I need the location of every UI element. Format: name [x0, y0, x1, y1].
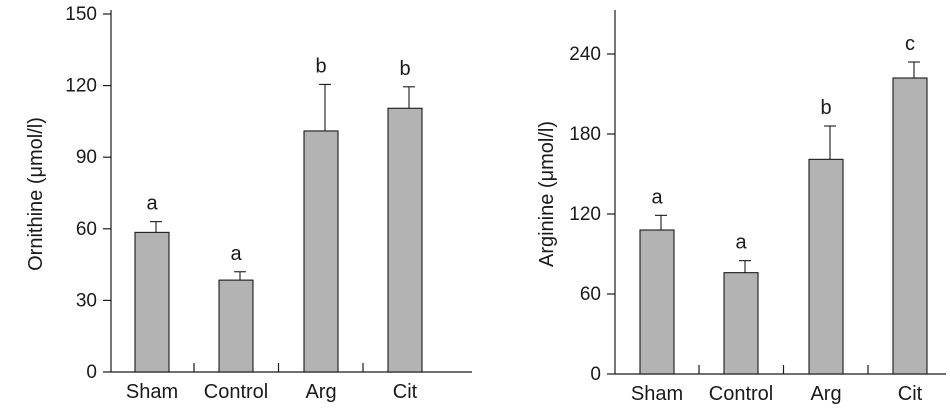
x-category-label: Cit [898, 383, 923, 405]
y-tick-label: 120 [65, 76, 97, 97]
x-category-label: Sham [631, 383, 683, 405]
significance-label: a [146, 193, 158, 215]
significance-label: b [315, 55, 326, 77]
y-tick-label: 180 [569, 124, 601, 145]
significance-label: a [651, 186, 663, 208]
significance-label: b [399, 58, 410, 80]
bar-cit [892, 77, 928, 375]
chart-panel-1: 0 30 60 90 120 150 a Sham a Control b Arg b Cit Ornith… [25, 4, 472, 403]
y-tick-label: 0 [86, 362, 97, 383]
y-tick-label: 30 [76, 290, 97, 311]
x-category-label: Control [709, 383, 773, 405]
x-category-label: Arg [305, 381, 336, 403]
y-tick-label: 60 [580, 284, 601, 305]
y-tick-label: 150 [65, 4, 97, 25]
significance-label: b [820, 97, 831, 119]
bar-cit [387, 107, 423, 373]
y-tick-label: 0 [590, 364, 601, 385]
bar-control [218, 279, 254, 373]
x-category-label: Cit [393, 381, 418, 403]
y-tick-label: 240 [569, 44, 601, 65]
significance-label: a [230, 243, 242, 265]
significance-label: a [735, 232, 747, 254]
y-axis-title: Arginine (μmol/l) [536, 121, 558, 267]
y-tick-label: 120 [569, 204, 601, 225]
significance-label: c [905, 33, 915, 55]
chart-panel-2: 0 60 120 180 240 a Sham a Control b Arg c Cit Arginin… [536, 10, 946, 405]
y-tick-label: 90 [76, 147, 97, 168]
bar-control [723, 272, 759, 375]
bar-arg [808, 158, 844, 375]
x-category-label: Sham [126, 381, 178, 403]
x-category-label: Control [204, 381, 268, 403]
y-tick-label: 60 [76, 219, 97, 240]
bar-sham [639, 229, 675, 375]
x-category-label: Arg [810, 383, 841, 405]
bar-sham [134, 231, 170, 373]
bar-arg [303, 130, 339, 373]
y-axis-title: Ornithine (μmol/l) [25, 117, 47, 271]
